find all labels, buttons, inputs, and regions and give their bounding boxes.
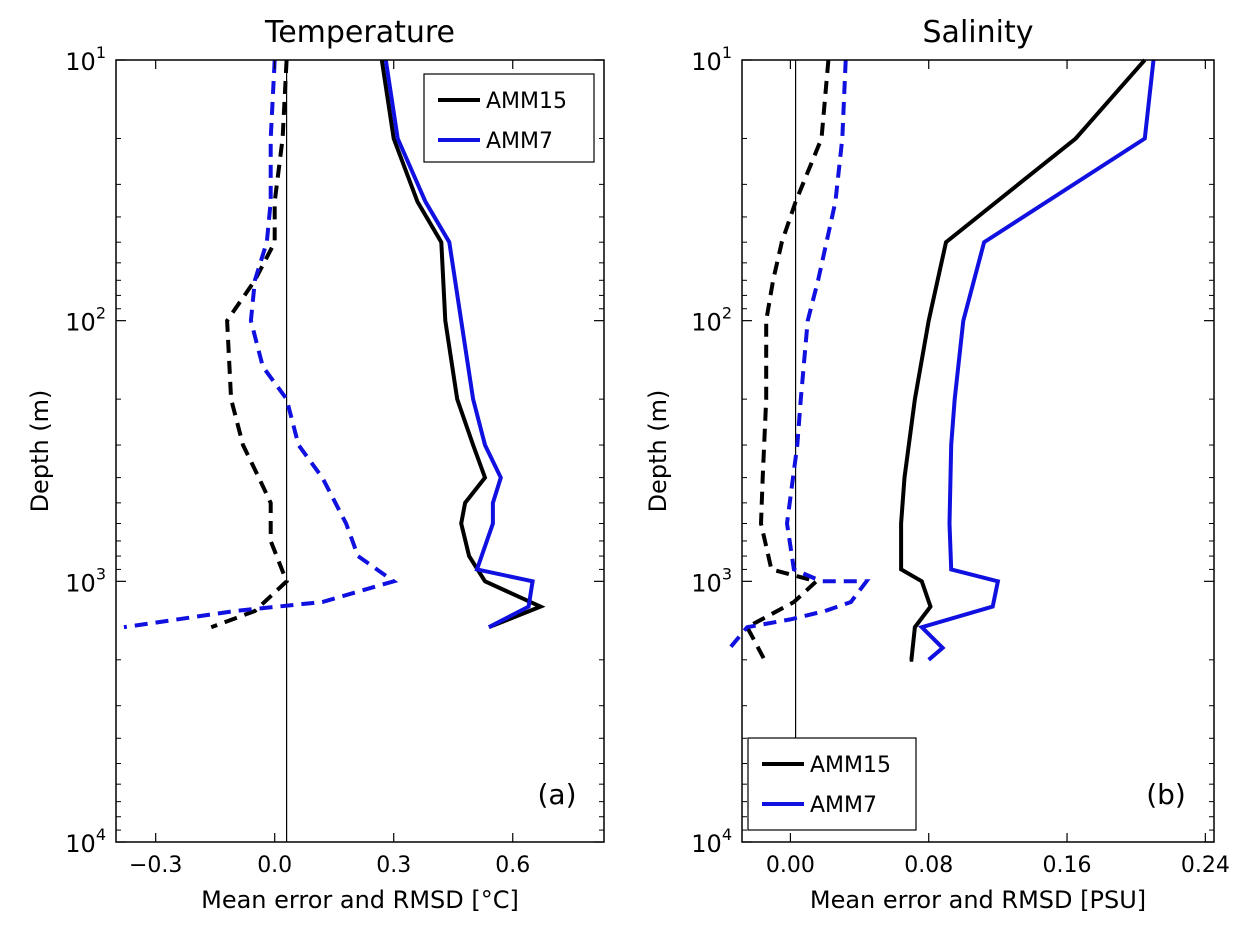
y-tick-exponent: 3 (722, 564, 732, 583)
panel-label: (b) (1146, 778, 1186, 811)
y-tick-base: 10 (65, 48, 96, 76)
series-amm15-mean-error-line (210, 59, 289, 630)
y-tick-exponent: 4 (96, 825, 106, 844)
series-amm15-rmsd-line (379, 59, 546, 630)
legend: AMM15 AMM7 (747, 737, 917, 831)
x-axis-label: Mean error and RMSD [°C] (201, 886, 519, 914)
chart-title: Salinity (923, 15, 1034, 50)
y-tick-exponent: 2 (722, 304, 732, 323)
series-amm7-mean-error-line (123, 59, 399, 630)
y-tick-exponent: 3 (96, 564, 106, 583)
legend-label-amm7: AMM7 (810, 793, 877, 818)
y-tick-label: 103 (65, 564, 106, 597)
legend-label-amm15: AMM15 (810, 753, 891, 778)
y-tick-base: 10 (691, 309, 722, 337)
legend-label-amm15: AMM15 (486, 89, 567, 114)
y-tick-exponent: 2 (96, 304, 106, 323)
y-tick-exponent: 1 (722, 43, 732, 62)
y-tick-base: 10 (65, 309, 96, 337)
y-tick-base: 10 (65, 569, 96, 597)
y-tick-label: 103 (691, 564, 732, 597)
panel-temperature: Temperature−0.3 0.0 0.3 0.6101102103104Mean… (26, 15, 605, 914)
series-amm7-rmsd-line (383, 59, 535, 629)
series-amm15-rmsd-line (899, 58, 1147, 662)
x-tick-label: 0.16 (1043, 853, 1092, 878)
y-tick-base: 10 (691, 569, 722, 597)
x-tick-label: −0.3 (129, 853, 182, 878)
legend-box (423, 73, 595, 163)
chart-title: Temperature (264, 15, 455, 50)
series-amm7-rmsd-line (917, 59, 1156, 662)
y-tick-label: 101 (691, 43, 732, 76)
legend: AMM15 AMM7 (423, 73, 595, 163)
x-tick-label: 0.6 (495, 853, 530, 878)
y-tick-label: 102 (65, 304, 106, 337)
x-tick-label: 0.0 (257, 853, 292, 878)
y-tick-label: 104 (65, 825, 106, 858)
x-tick-label: 0.08 (904, 853, 953, 878)
panel-label: (a) (537, 778, 576, 811)
series-amm15-mean-error-line (744, 59, 831, 661)
x-axis-label: Mean error and RMSD [PSU] (810, 886, 1146, 914)
y-tick-base: 10 (691, 830, 722, 858)
y-axis-label: Depth (m) (26, 390, 54, 513)
legend-label-amm7: AMM7 (486, 129, 553, 154)
plot-frame (741, 59, 1215, 843)
x-tick-label: 0.3 (376, 853, 411, 878)
plot-frame (115, 59, 605, 843)
series-amm7-mean-error-line (728, 59, 871, 650)
y-tick-base: 10 (65, 830, 96, 858)
y-tick-exponent: 1 (96, 43, 106, 62)
y-tick-label: 104 (691, 825, 732, 858)
legend-box (747, 737, 917, 831)
x-tick-label: 0.00 (766, 853, 815, 878)
x-tick-label: 0.24 (1181, 853, 1230, 878)
y-axis-label: Depth (m) (644, 390, 672, 513)
y-tick-base: 10 (691, 48, 722, 76)
y-tick-exponent: 4 (722, 825, 732, 844)
y-tick-label: 101 (65, 43, 106, 76)
y-tick-label: 102 (691, 304, 732, 337)
